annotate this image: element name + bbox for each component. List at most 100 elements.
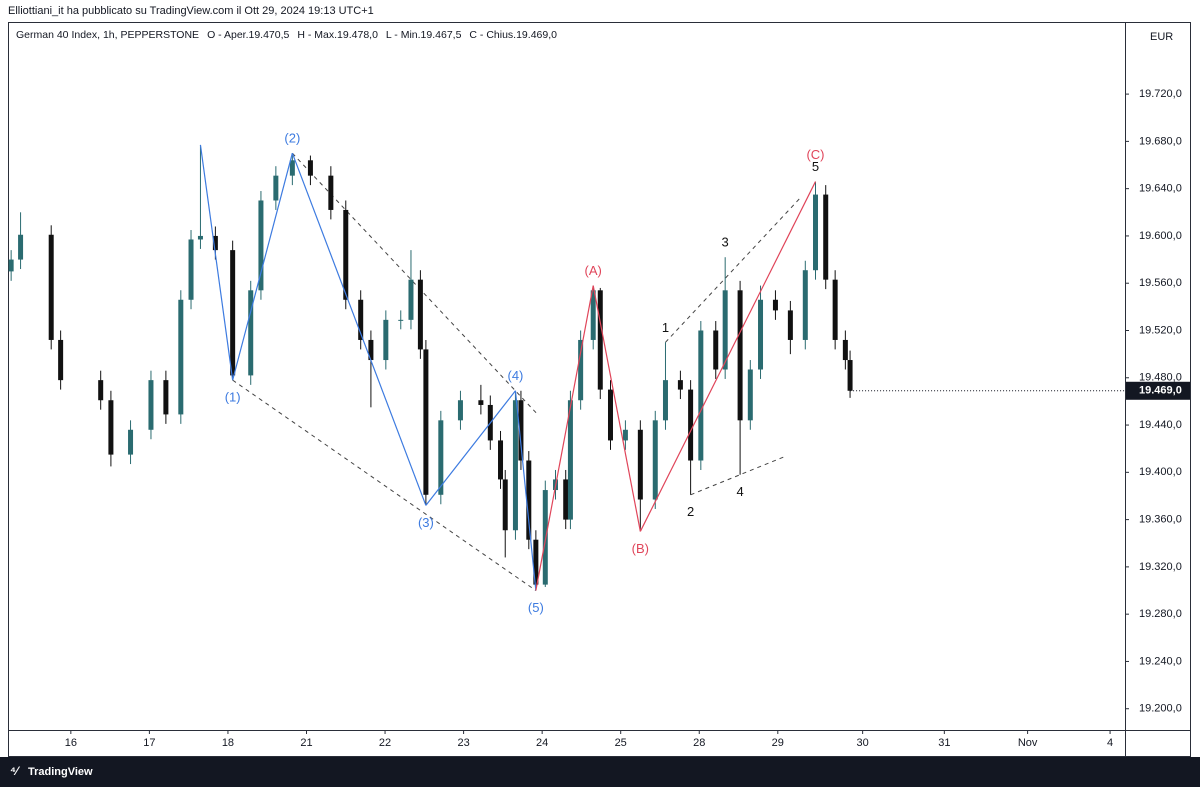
candle-body — [813, 194, 819, 271]
last-price-box — [1126, 381, 1190, 400]
candle-body — [747, 369, 753, 421]
candle-body — [417, 279, 423, 350]
candle-body — [343, 209, 349, 300]
wave-line — [291, 152, 427, 506]
candle-body — [722, 290, 728, 370]
y-tick-label: 19.280,0 — [1139, 608, 1182, 620]
y-tick-label: 19.680,0 — [1139, 135, 1182, 147]
wave-label: 1 — [662, 320, 669, 335]
x-tick-label: 18 — [222, 737, 234, 749]
candle-body — [637, 429, 643, 500]
candle-body — [148, 380, 154, 430]
candle-body — [383, 319, 389, 361]
candle-body — [662, 380, 668, 421]
candle-body — [289, 160, 295, 176]
candle-body — [737, 290, 743, 421]
candle-body — [478, 400, 484, 405]
candle-body — [368, 339, 374, 361]
wave-label: (3) — [418, 515, 434, 530]
candle-body — [188, 239, 194, 300]
x-tick-label: 24 — [536, 737, 548, 749]
y-tick-label: 19.400,0 — [1139, 466, 1182, 478]
wave-label: (4) — [507, 368, 523, 383]
last-price-label: 19.469,0 — [1139, 385, 1182, 397]
candle-body — [842, 339, 848, 361]
x-tick-label: 21 — [300, 737, 312, 749]
y-tick-label: 19.720,0 — [1139, 88, 1182, 100]
candle-body — [787, 310, 793, 340]
x-tick-label: 29 — [772, 737, 784, 749]
x-tick-label: 28 — [693, 737, 705, 749]
candle-body — [847, 360, 853, 391]
y-tick-label: 19.600,0 — [1139, 230, 1182, 242]
wave-line — [535, 285, 594, 591]
x-tick-label: 25 — [615, 737, 627, 749]
wave-line — [514, 390, 537, 591]
candle-body — [677, 380, 683, 390]
y-tick-label: 19.320,0 — [1139, 561, 1182, 573]
candle-body — [128, 429, 134, 455]
wave-label: 3 — [722, 235, 729, 250]
x-tick-label: 22 — [379, 737, 391, 749]
candle-body — [578, 339, 584, 401]
channel-line — [665, 197, 801, 343]
candle-body — [197, 235, 203, 240]
candle-body — [212, 235, 218, 251]
publisher: Elliottiani_it ha pubblicato su TradingV… — [8, 5, 374, 17]
wave-line — [592, 285, 641, 532]
candle-body — [597, 290, 603, 390]
x-tick-label: 31 — [938, 737, 950, 749]
candle-body — [563, 479, 569, 520]
candle-body — [772, 299, 778, 311]
wave-line — [232, 153, 293, 381]
candle-body — [438, 420, 444, 495]
brand-logo: ⁴⁄ — [10, 764, 21, 778]
candle-body — [713, 330, 719, 370]
x-tick-label: 16 — [65, 737, 77, 749]
candle-body — [526, 460, 532, 540]
candle-body — [328, 175, 334, 210]
candle-body — [163, 380, 169, 415]
candle-body — [823, 194, 829, 280]
candle-body — [178, 299, 184, 415]
y-tick-label: 19.360,0 — [1139, 514, 1182, 526]
candle-body — [607, 389, 613, 441]
y-tick-label: 19.200,0 — [1139, 703, 1182, 715]
channel-line — [690, 456, 785, 496]
wave-label: (C) — [806, 147, 824, 162]
x-tick-label: 4 — [1107, 737, 1113, 749]
wave-line — [639, 181, 817, 532]
currency: EUR — [1150, 31, 1173, 43]
wave-label: (A) — [585, 263, 602, 278]
x-tick-label: 17 — [143, 737, 155, 749]
channel-line — [232, 379, 537, 591]
candle-body — [758, 299, 764, 370]
candle-body — [48, 234, 54, 340]
wave-label: 5 — [812, 159, 819, 174]
candle-body — [502, 479, 508, 531]
y-tick-label: 19.480,0 — [1139, 372, 1182, 384]
candle-body — [688, 389, 694, 461]
candle-body — [498, 440, 504, 480]
candle-body — [108, 400, 114, 455]
candle-body — [802, 270, 808, 340]
candle-body — [518, 400, 524, 461]
candle-body — [567, 400, 573, 520]
candle-body — [832, 279, 838, 340]
y-tick-label: 19.560,0 — [1139, 277, 1182, 289]
brand: TradingView — [28, 766, 93, 778]
x-tick-label: Nov — [1018, 737, 1038, 749]
candle-body — [98, 380, 104, 401]
wave-line — [199, 144, 234, 381]
wave-label: (5) — [528, 600, 544, 615]
y-tick-label: 19.640,0 — [1139, 183, 1182, 195]
candle-body — [307, 160, 313, 176]
x-tick-label: 30 — [857, 737, 869, 749]
y-tick-label: 19.440,0 — [1139, 419, 1182, 431]
wave-label: (1) — [225, 390, 241, 405]
footer-bar — [0, 757, 1200, 787]
candle-body — [590, 290, 596, 340]
wave-label: (2) — [284, 131, 300, 146]
wave-label: 4 — [736, 484, 743, 499]
